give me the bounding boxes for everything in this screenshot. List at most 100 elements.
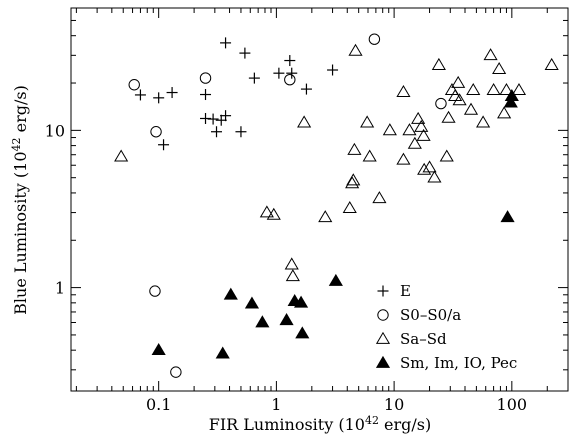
- plot-frame: [70, 7, 569, 392]
- x-tick-label: 10: [384, 395, 404, 414]
- data-point-triangle-filled: [503, 95, 518, 108]
- data-point-circle: [128, 79, 140, 91]
- data-point-circle: [170, 366, 182, 378]
- data-point-triangle-open: [476, 115, 491, 128]
- data-point-triangle-open: [407, 136, 422, 149]
- data-point-plus: [220, 110, 232, 122]
- data-point-triangle-open: [466, 83, 481, 96]
- data-marks: [114, 33, 559, 378]
- data-point-plus: [327, 64, 339, 76]
- data-point-triangle-open: [451, 75, 466, 88]
- data-point-plus: [211, 126, 223, 138]
- data-point-triangle-open: [411, 111, 426, 124]
- data-point-triangle-open: [444, 83, 460, 96]
- data-point-triangle-open: [347, 142, 362, 155]
- data-point-triangle-open: [360, 115, 375, 128]
- data-point-plus: [207, 113, 219, 125]
- data-point-triangle-filled: [279, 313, 294, 326]
- legend-marker-plus: [377, 285, 389, 297]
- data-point-triangle-open: [346, 173, 361, 186]
- data-point-triangle-filled: [244, 296, 260, 309]
- data-point-triangle-open: [441, 110, 456, 123]
- data-point-triangle-open: [452, 93, 467, 106]
- data-point-circle: [435, 97, 447, 110]
- data-point-triangle-filled: [255, 315, 270, 328]
- data-point-triangle-open: [497, 106, 512, 119]
- data-point-circle: [199, 72, 212, 84]
- legend-label: E: [400, 282, 411, 300]
- data-point-plus: [153, 92, 165, 104]
- legend-marker-triangle-open: [375, 331, 391, 344]
- tick-labels: 0.1 1 10 100 1 10: [45, 121, 527, 414]
- legend-marker-circle: [377, 309, 389, 321]
- legend-marker-triangle-filled: [375, 355, 391, 368]
- data-point-triangle-open: [463, 102, 479, 115]
- data-point-triangle-open: [362, 149, 377, 162]
- data-point-triangle-open: [511, 83, 527, 96]
- data-point-circle: [150, 126, 162, 138]
- data-point-plus: [166, 87, 178, 99]
- data-point-triangle-open: [114, 149, 129, 162]
- data-point-plus: [239, 47, 251, 59]
- data-point-triangle-open: [427, 170, 442, 183]
- x-tick-label: 100: [497, 395, 528, 414]
- data-point-plus: [158, 139, 170, 151]
- data-point-plus: [284, 55, 296, 67]
- data-point-plus: [235, 126, 247, 138]
- data-point-triangle-open: [544, 57, 559, 70]
- legend-label: Sa–Sd: [400, 330, 447, 348]
- data-point-triangle-open: [348, 43, 363, 56]
- x-tick-label: 0.1: [146, 395, 171, 414]
- data-point-triangle-open: [402, 123, 417, 136]
- data-point-triangle-open: [499, 83, 514, 96]
- data-point-plus: [134, 89, 146, 101]
- data-point-triangle-open: [259, 205, 274, 218]
- data-point-triangle-open: [396, 152, 411, 165]
- data-point-triangle-open: [439, 149, 454, 162]
- y-tick-label: 10: [45, 121, 65, 140]
- data-point-plus: [220, 37, 232, 49]
- data-point-triangle-open: [297, 115, 312, 128]
- data-point-triangle-open: [382, 123, 397, 136]
- data-point-plus: [248, 72, 260, 84]
- data-point-triangle-open: [284, 257, 299, 270]
- data-point-triangle-open: [492, 61, 507, 75]
- legend-label: S0–S0/a: [400, 306, 461, 324]
- data-point-circle: [149, 285, 161, 297]
- data-point-plus: [215, 114, 227, 126]
- data-point-triangle-open: [448, 88, 463, 102]
- data-point-circle: [368, 33, 381, 45]
- data-point-triangle-open: [372, 191, 387, 204]
- data-point-triangle-open: [414, 119, 429, 132]
- y-axis-title: Blue Luminosity (1042 erg/s): [10, 85, 30, 315]
- data-point-triangle-filled: [504, 88, 519, 102]
- data-point-plus: [300, 83, 312, 95]
- data-point-plus: [273, 67, 285, 79]
- data-point-triangle-open: [342, 200, 357, 214]
- legend: E S0–S0/a Sa–Sd Sm, Im, IO, Pec: [375, 282, 517, 372]
- x-tick-label: 1: [271, 395, 281, 414]
- data-point-triangle-open: [266, 207, 281, 220]
- data-point-triangle-filled: [500, 210, 515, 223]
- data-point-triangle-filled: [223, 287, 238, 300]
- data-point-triangle-filled: [151, 342, 166, 356]
- data-point-triangle-filled: [295, 326, 310, 339]
- data-point-circle: [284, 73, 296, 86]
- data-point-plus: [286, 67, 298, 79]
- x-axis-title: FIR Luminosity (1042 erg/s): [209, 414, 432, 434]
- data-point-triangle-open: [396, 84, 411, 97]
- data-point-triangle-filled: [215, 346, 230, 359]
- axis-ticks: [71, 7, 569, 391]
- data-point-triangle-open: [417, 162, 432, 175]
- data-point-triangle-open: [483, 48, 498, 61]
- data-point-triangle-open: [416, 128, 431, 141]
- legend-label: Sm, Im, IO, Pec: [400, 354, 517, 372]
- data-point-triangle-filled: [328, 273, 343, 286]
- data-point-plus: [200, 89, 212, 101]
- data-point-triangle-open: [486, 83, 501, 96]
- data-point-triangle-filled: [293, 295, 309, 308]
- data-point-triangle-open: [422, 160, 437, 173]
- data-point-triangle-open: [431, 57, 446, 70]
- data-point-triangle-open: [318, 210, 333, 223]
